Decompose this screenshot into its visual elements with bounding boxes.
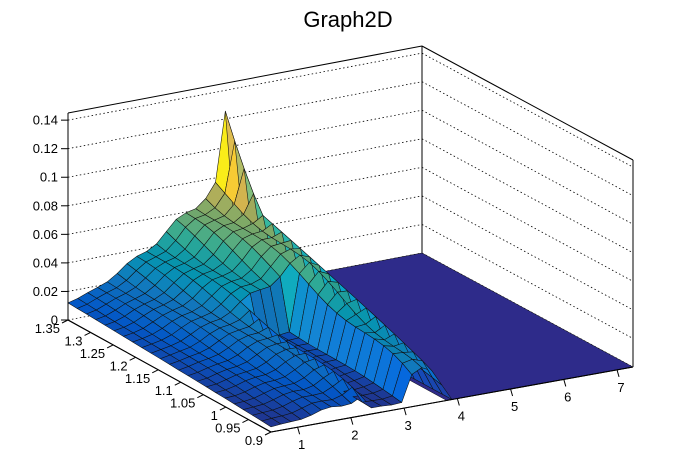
x-tick <box>403 407 407 416</box>
x-tick <box>563 379 567 387</box>
y-tick-label: 1.1 <box>155 383 173 398</box>
y-axis-line <box>67 319 272 433</box>
x-axis: 1 2 3 4 5 6 7 <box>270 366 634 452</box>
y-tick <box>84 331 91 336</box>
surface-cell <box>432 377 453 400</box>
grid-line-z <box>421 109 634 225</box>
y-tick-label: 0.95 <box>215 421 240 436</box>
x-tick-label: 4 <box>458 409 465 424</box>
chart-title: Graph2D <box>303 7 392 32</box>
y-tick-label: 1.3 <box>64 333 82 348</box>
x-tick <box>616 369 620 378</box>
y-tick <box>264 431 272 436</box>
z-tick-label: 0.14 <box>33 113 58 128</box>
x-tick-label: 6 <box>564 389 571 404</box>
y-tick <box>219 406 227 411</box>
box-edge <box>67 45 423 114</box>
y-tick-label: 1.35 <box>35 321 60 336</box>
z-tick-label: 0 <box>51 313 58 328</box>
y-tick-label: 1.2 <box>110 358 128 373</box>
x-tick-label: 3 <box>404 418 411 433</box>
grid-line-z <box>421 52 634 168</box>
x-tick-label: 5 <box>511 399 518 414</box>
y-tick <box>61 319 69 324</box>
x-tick <box>456 398 460 406</box>
z-tick-label: 0.12 <box>33 141 58 156</box>
y-tick-label: 1 <box>211 408 218 423</box>
z-axis: 0 0.02 0.04 0.06 0.08 0.1 0.12 0.14 <box>33 113 69 328</box>
y-tick <box>242 419 249 424</box>
x-tick <box>510 388 514 397</box>
y-tick-label: 0.9 <box>245 433 263 448</box>
y-axis: 0.9 0.951 1.051.1 1.151.2 1.251.3 1.35 <box>35 319 272 448</box>
y-tick-label: 1.15 <box>125 371 150 386</box>
y-tick-label: 1.05 <box>170 396 195 411</box>
z-tick-label: 0.02 <box>33 284 58 299</box>
x-tick-label: 1 <box>298 437 305 452</box>
x-tick-label: 2 <box>351 428 358 443</box>
x-tick <box>350 417 354 425</box>
grid-line-z <box>67 109 423 178</box>
z-tick-label: 0.04 <box>33 255 58 270</box>
grid-line-z <box>421 166 634 282</box>
grid-line-z <box>67 52 423 121</box>
y-tick <box>129 356 136 361</box>
y-tick <box>106 344 114 349</box>
y-tick <box>151 369 159 374</box>
grid-line-z <box>67 81 423 150</box>
x-tick-label: 7 <box>617 380 624 395</box>
x-tick <box>297 427 301 435</box>
x-axis-line <box>270 366 634 433</box>
z-tick-label: 0.06 <box>33 227 58 242</box>
surface-mesh <box>67 110 453 428</box>
z-tick-label: 0.1 <box>40 170 58 185</box>
box-edge <box>421 45 634 161</box>
y-tick <box>174 381 182 386</box>
y-tick <box>197 394 204 399</box>
grid-line-z <box>421 138 634 254</box>
y-tick-label: 1.25 <box>80 346 105 361</box>
grid-line-z <box>421 81 634 197</box>
z-tick-label: 0.08 <box>33 198 58 213</box>
